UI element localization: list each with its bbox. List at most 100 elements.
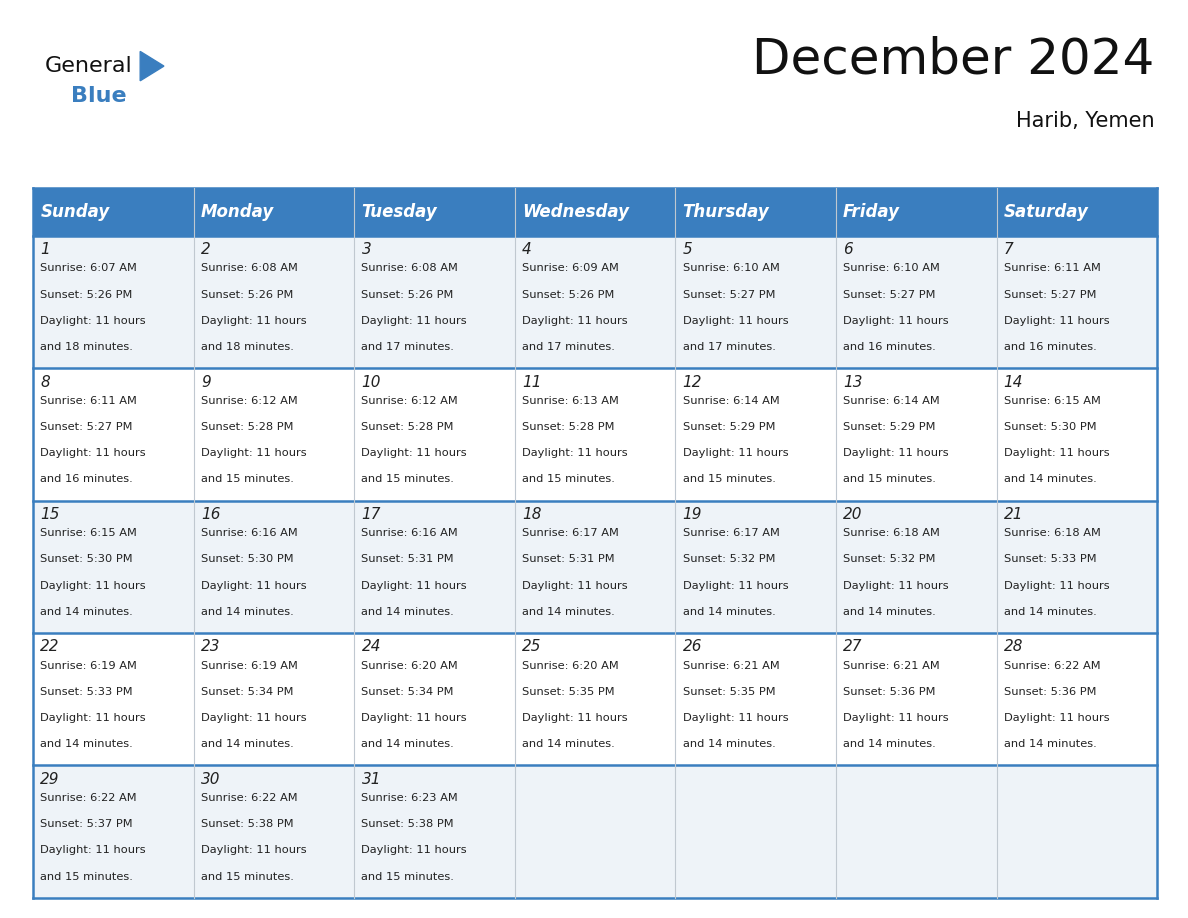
Text: Sunset: 5:31 PM: Sunset: 5:31 PM	[522, 554, 614, 565]
Text: 20: 20	[843, 507, 862, 522]
Text: Daylight: 11 hours: Daylight: 11 hours	[201, 581, 307, 590]
Text: Sunrise: 6:23 AM: Sunrise: 6:23 AM	[361, 793, 459, 803]
Bar	[194, 500, 354, 633]
Text: Daylight: 11 hours: Daylight: 11 hours	[683, 713, 788, 723]
Text: Sunset: 5:38 PM: Sunset: 5:38 PM	[361, 819, 454, 829]
Text: 3: 3	[361, 242, 371, 257]
Text: Sunrise: 6:21 AM: Sunrise: 6:21 AM	[843, 661, 940, 670]
Bar	[836, 188, 997, 236]
Text: Sunrise: 6:08 AM: Sunrise: 6:08 AM	[361, 263, 459, 274]
Text: and 16 minutes.: and 16 minutes.	[1004, 342, 1097, 353]
Text: Sunset: 5:38 PM: Sunset: 5:38 PM	[201, 819, 293, 829]
Text: Sunrise: 6:21 AM: Sunrise: 6:21 AM	[683, 661, 779, 670]
Text: and 15 minutes.: and 15 minutes.	[683, 475, 776, 485]
Text: and 15 minutes.: and 15 minutes.	[201, 475, 293, 485]
Bar	[33, 500, 194, 633]
Text: Sunset: 5:34 PM: Sunset: 5:34 PM	[201, 687, 293, 697]
Text: and 16 minutes.: and 16 minutes.	[40, 475, 133, 485]
Text: and 14 minutes.: and 14 minutes.	[843, 739, 936, 749]
Text: Sunrise: 6:17 AM: Sunrise: 6:17 AM	[683, 528, 779, 538]
Text: Sunrise: 6:13 AM: Sunrise: 6:13 AM	[522, 396, 619, 406]
Bar	[997, 236, 1157, 368]
Text: and 14 minutes.: and 14 minutes.	[40, 739, 133, 749]
Text: Daylight: 11 hours: Daylight: 11 hours	[843, 581, 949, 590]
Text: 13: 13	[843, 375, 862, 390]
Bar	[514, 188, 676, 236]
Bar	[836, 368, 997, 500]
Text: Daylight: 11 hours: Daylight: 11 hours	[201, 316, 307, 326]
Text: 7: 7	[1004, 242, 1013, 257]
Text: and 17 minutes.: and 17 minutes.	[683, 342, 776, 353]
Text: 14: 14	[1004, 375, 1023, 390]
Text: Daylight: 11 hours: Daylight: 11 hours	[40, 448, 146, 458]
Bar	[33, 188, 194, 236]
Text: 25: 25	[522, 640, 542, 655]
Text: Daylight: 11 hours: Daylight: 11 hours	[40, 845, 146, 856]
Bar	[514, 500, 676, 633]
Text: Sunrise: 6:22 AM: Sunrise: 6:22 AM	[201, 793, 297, 803]
Bar	[836, 236, 997, 368]
Bar	[354, 368, 514, 500]
Text: 6: 6	[843, 242, 853, 257]
Text: Daylight: 11 hours: Daylight: 11 hours	[843, 316, 949, 326]
Text: and 15 minutes.: and 15 minutes.	[201, 871, 293, 881]
Text: 19: 19	[683, 507, 702, 522]
Text: 26: 26	[683, 640, 702, 655]
Text: and 14 minutes.: and 14 minutes.	[361, 739, 454, 749]
Text: 15: 15	[40, 507, 59, 522]
Text: 23: 23	[201, 640, 221, 655]
Bar	[676, 368, 836, 500]
Text: Harib, Yemen: Harib, Yemen	[1016, 111, 1155, 131]
Text: 9: 9	[201, 375, 210, 390]
Text: Sunset: 5:29 PM: Sunset: 5:29 PM	[843, 422, 936, 432]
Text: 29: 29	[40, 772, 59, 787]
Text: Daylight: 11 hours: Daylight: 11 hours	[361, 316, 467, 326]
Text: Daylight: 11 hours: Daylight: 11 hours	[522, 448, 627, 458]
Bar	[997, 500, 1157, 633]
Text: Sunrise: 6:16 AM: Sunrise: 6:16 AM	[201, 528, 298, 538]
Text: Sunrise: 6:22 AM: Sunrise: 6:22 AM	[1004, 661, 1100, 670]
Text: 10: 10	[361, 375, 381, 390]
Text: Daylight: 11 hours: Daylight: 11 hours	[361, 448, 467, 458]
Text: 28: 28	[1004, 640, 1023, 655]
Text: 24: 24	[361, 640, 381, 655]
Text: 5: 5	[683, 242, 693, 257]
Text: General: General	[45, 56, 133, 76]
Bar	[514, 633, 676, 766]
Text: Daylight: 11 hours: Daylight: 11 hours	[522, 316, 627, 326]
Text: Sunrise: 6:17 AM: Sunrise: 6:17 AM	[522, 528, 619, 538]
Text: Sunday: Sunday	[40, 203, 109, 221]
Text: Daylight: 11 hours: Daylight: 11 hours	[1004, 581, 1110, 590]
Text: 12: 12	[683, 375, 702, 390]
Text: Sunset: 5:27 PM: Sunset: 5:27 PM	[40, 422, 133, 432]
Text: Saturday: Saturday	[1004, 203, 1088, 221]
Bar	[514, 766, 676, 898]
Text: and 14 minutes.: and 14 minutes.	[522, 739, 615, 749]
Bar	[354, 766, 514, 898]
Text: Daylight: 11 hours: Daylight: 11 hours	[201, 713, 307, 723]
Bar	[676, 188, 836, 236]
Text: Sunset: 5:30 PM: Sunset: 5:30 PM	[40, 554, 133, 565]
Text: Daylight: 11 hours: Daylight: 11 hours	[201, 845, 307, 856]
Text: Sunset: 5:32 PM: Sunset: 5:32 PM	[683, 554, 775, 565]
Text: Monday: Monday	[201, 203, 274, 221]
Text: 17: 17	[361, 507, 381, 522]
Bar	[194, 236, 354, 368]
Text: Sunset: 5:34 PM: Sunset: 5:34 PM	[361, 687, 454, 697]
Text: Daylight: 11 hours: Daylight: 11 hours	[201, 448, 307, 458]
Bar	[997, 188, 1157, 236]
Text: Sunrise: 6:12 AM: Sunrise: 6:12 AM	[201, 396, 298, 406]
Text: Daylight: 11 hours: Daylight: 11 hours	[40, 713, 146, 723]
Text: Sunset: 5:30 PM: Sunset: 5:30 PM	[1004, 422, 1097, 432]
Text: Daylight: 11 hours: Daylight: 11 hours	[1004, 713, 1110, 723]
Text: 11: 11	[522, 375, 542, 390]
Text: Sunrise: 6:09 AM: Sunrise: 6:09 AM	[522, 263, 619, 274]
Text: 18: 18	[522, 507, 542, 522]
Text: Sunset: 5:29 PM: Sunset: 5:29 PM	[683, 422, 775, 432]
Text: Daylight: 11 hours: Daylight: 11 hours	[522, 581, 627, 590]
Text: 31: 31	[361, 772, 381, 787]
Bar	[836, 633, 997, 766]
Text: Sunset: 5:31 PM: Sunset: 5:31 PM	[361, 554, 454, 565]
Text: Sunset: 5:28 PM: Sunset: 5:28 PM	[201, 422, 293, 432]
Text: Sunrise: 6:12 AM: Sunrise: 6:12 AM	[361, 396, 459, 406]
